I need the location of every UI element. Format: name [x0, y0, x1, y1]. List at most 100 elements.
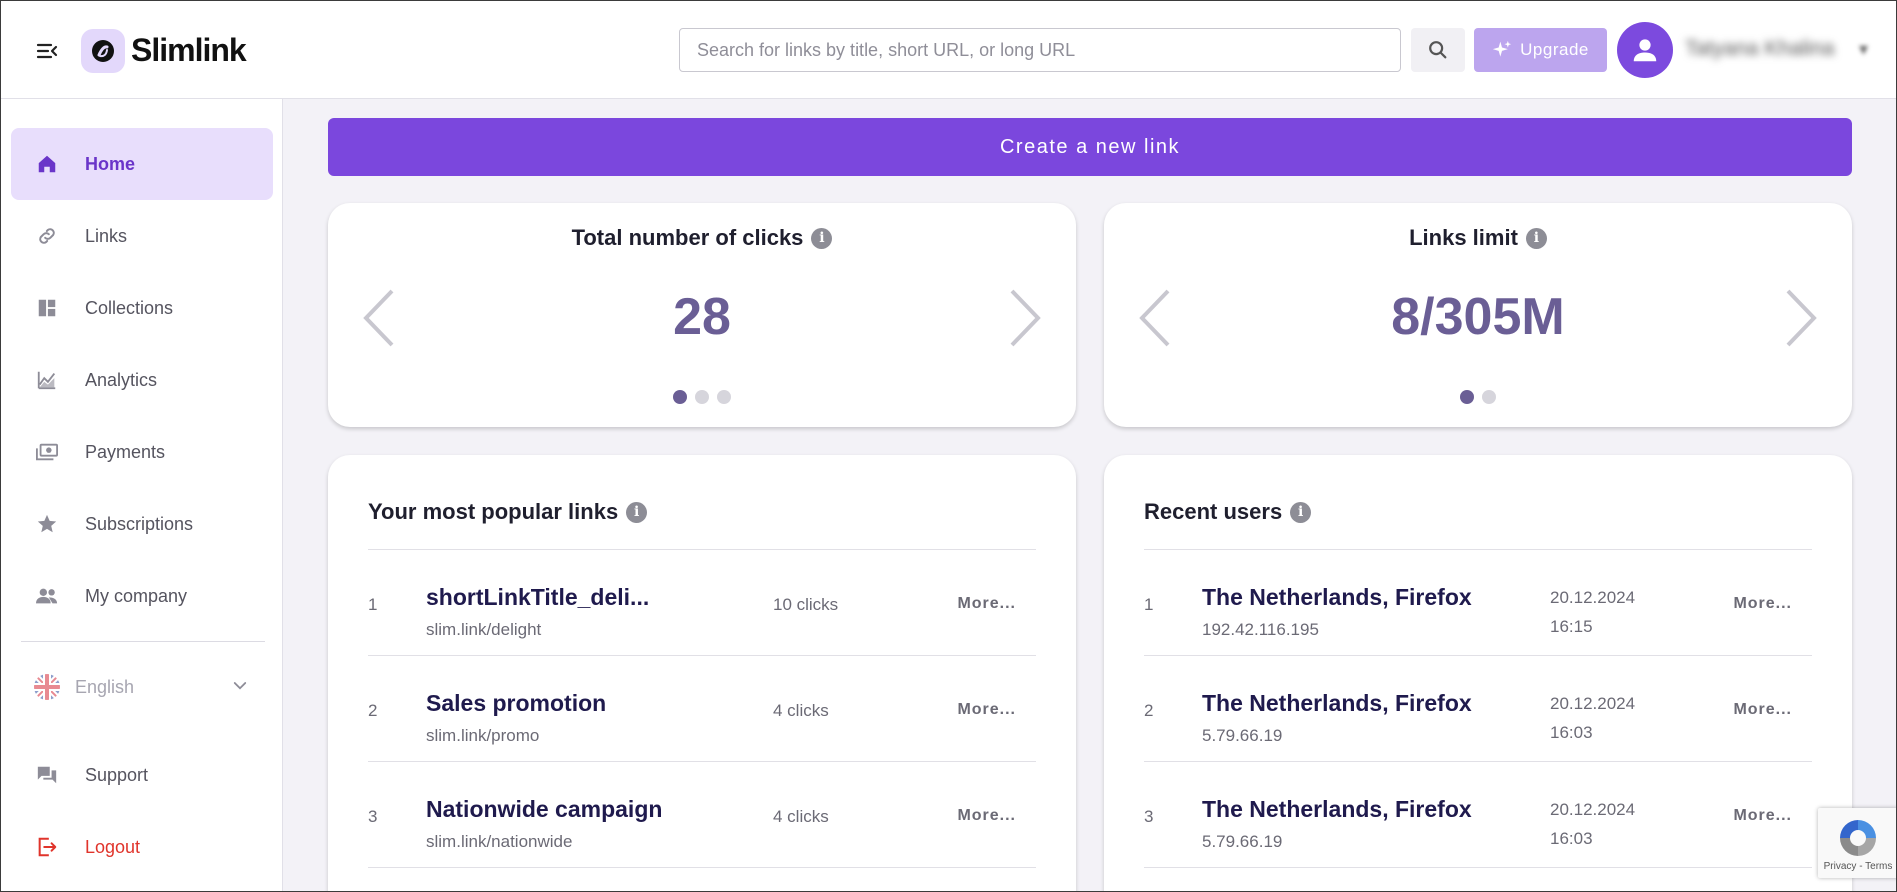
- sidebar-item-links[interactable]: Links: [11, 200, 273, 272]
- visit-time: 16:15: [1550, 617, 1593, 636]
- rank: 2: [368, 701, 378, 720]
- language-select[interactable]: English: [33, 667, 249, 707]
- user-location: The Netherlands, Firefox: [1202, 690, 1472, 716]
- sidebar-item-home[interactable]: Home: [11, 128, 273, 200]
- stat-title: Total number of clicks i: [328, 225, 1076, 251]
- recaptcha-badge[interactable]: Privacy - Terms: [1818, 808, 1896, 878]
- sidebar-item-label: Collections: [85, 297, 174, 318]
- stat-title-text: Total number of clicks: [571, 225, 804, 250]
- visit-time: 16:03: [1550, 829, 1593, 848]
- sidebar-item-label: Logout: [85, 836, 141, 857]
- visit-datetime: 20.12.2024 16:03: [1550, 689, 1635, 747]
- short-url[interactable]: slim.link/nationwide: [426, 832, 573, 851]
- logo-text[interactable]: Slimlink: [131, 32, 247, 68]
- user-name[interactable]: Tatyana Khalina: [1685, 37, 1835, 60]
- visit-time: 16:03: [1550, 723, 1593, 742]
- sidebar-item-support[interactable]: Support: [11, 739, 273, 811]
- sidebar: Home Links Collections Analytics Payment…: [1, 99, 283, 891]
- more-link[interactable]: More...: [957, 807, 1016, 824]
- rank: 3: [368, 807, 378, 826]
- sidebar-item-label: Home: [85, 153, 136, 174]
- sidebar-item-label: Payments: [85, 441, 166, 462]
- more-link[interactable]: More...: [1733, 701, 1792, 718]
- click-count: 4 clicks: [773, 807, 829, 826]
- info-icon[interactable]: i: [626, 501, 648, 523]
- menu-collapse-icon[interactable]: [35, 39, 59, 63]
- uk-flag-icon: [34, 674, 60, 700]
- carousel-dot[interactable]: [673, 390, 687, 404]
- sidebar-item-logout[interactable]: Logout: [11, 811, 273, 883]
- recent-users-card: Recent users i 1 The Netherlands, Firefo…: [1104, 455, 1852, 891]
- more-link[interactable]: More...: [1733, 595, 1792, 612]
- carousel-dot[interactable]: [1482, 390, 1496, 404]
- info-icon[interactable]: i: [811, 227, 833, 249]
- popular-links-card: Your most popular links i 1 shortLinkTit…: [328, 455, 1076, 891]
- ip-address: 192.42.116.195: [1202, 620, 1319, 639]
- sidebar-item-label: Support: [85, 764, 149, 785]
- card-title: Recent users i: [1144, 499, 1312, 525]
- ip-address: 5.79.66.19: [1202, 832, 1283, 851]
- link-title[interactable]: Nationwide campaign: [426, 796, 663, 822]
- stat-value: 28: [673, 288, 731, 346]
- more-link[interactable]: More...: [957, 595, 1016, 612]
- list-item[interactable]: 3 The Netherlands, Firefox 5.79.66.19 20…: [1144, 762, 1812, 868]
- sidebar-item-label: Analytics: [85, 369, 158, 390]
- list-item[interactable]: 1 The Netherlands, Firefox 192.42.116.19…: [1144, 550, 1812, 656]
- card-title: Your most popular links i: [368, 499, 648, 525]
- short-url[interactable]: slim.link/promo: [426, 726, 540, 745]
- top-header: Slimlink Upgrade Tatyana Khalina ▾: [1, 1, 1896, 99]
- recaptcha-links[interactable]: Privacy - Terms: [1823, 861, 1893, 872]
- more-link[interactable]: More...: [1733, 807, 1792, 824]
- visit-date: 20.12.2024: [1550, 694, 1636, 713]
- chevron-down-icon[interactable]: ▾: [1859, 39, 1869, 59]
- carousel-dot[interactable]: [717, 390, 731, 404]
- star-icon: [35, 512, 59, 536]
- info-icon[interactable]: i: [1290, 501, 1312, 523]
- list-item[interactable]: 1 shortLinkTitle_deli... slim.link/delig…: [368, 550, 1036, 656]
- logo-mark-icon[interactable]: [81, 29, 125, 73]
- avatar[interactable]: [1617, 22, 1673, 78]
- home-icon: [35, 152, 59, 176]
- chevron-right-icon[interactable]: [1006, 283, 1046, 353]
- carousel-dot[interactable]: [1460, 390, 1474, 404]
- short-url[interactable]: slim.link/delight: [426, 620, 542, 639]
- stat-title-text: Links limit: [1409, 225, 1518, 250]
- carousel-dot[interactable]: [695, 390, 709, 404]
- user-icon: [1633, 39, 1657, 62]
- search-button[interactable]: [1411, 28, 1465, 72]
- chevron-left-icon[interactable]: [1134, 283, 1174, 353]
- link-title[interactable]: Sales promotion: [426, 690, 607, 716]
- card-title-text: Your most popular links: [368, 499, 619, 524]
- search-input[interactable]: [679, 28, 1401, 72]
- chevron-left-icon[interactable]: [358, 283, 398, 353]
- rank: 1: [1144, 595, 1154, 614]
- carousel-dots: [1104, 390, 1852, 404]
- language-label: English: [75, 676, 135, 697]
- link-title[interactable]: shortLinkTitle_deli...: [426, 584, 650, 610]
- total-clicks-card: Total number of clicks i 28: [328, 203, 1076, 427]
- rank: 1: [368, 595, 378, 614]
- user-location: The Netherlands, Firefox: [1202, 796, 1472, 822]
- stat-title: Links limit i: [1104, 225, 1852, 251]
- recaptcha-icon: [1840, 820, 1876, 856]
- upgrade-button[interactable]: Upgrade: [1474, 28, 1607, 72]
- sidebar-item-my-company[interactable]: My company: [11, 560, 273, 632]
- more-link[interactable]: More...: [957, 701, 1016, 718]
- user-location: The Netherlands, Firefox: [1202, 584, 1472, 610]
- sidebar-item-analytics[interactable]: Analytics: [11, 344, 273, 416]
- sidebar-item-collections[interactable]: Collections: [11, 272, 273, 344]
- search-icon: [1429, 41, 1447, 59]
- create-link-button[interactable]: Create a new link: [328, 118, 1852, 176]
- list-item[interactable]: 3 Nationwide campaign slim.link/nationwi…: [368, 762, 1036, 868]
- divider: [368, 549, 1036, 550]
- chevron-right-icon[interactable]: [1782, 283, 1822, 353]
- list-item[interactable]: 2 Sales promotion slim.link/promo 4 clic…: [368, 656, 1036, 762]
- sparkle-icon: [1492, 40, 1512, 57]
- sidebar-item-payments[interactable]: Payments: [11, 416, 273, 488]
- logout-icon: [35, 835, 59, 859]
- list-item[interactable]: 2 The Netherlands, Firefox 5.79.66.19 20…: [1144, 656, 1812, 762]
- info-icon[interactable]: i: [1525, 227, 1547, 249]
- sidebar-item-subscriptions[interactable]: Subscriptions: [11, 488, 273, 560]
- visit-datetime: 20.12.2024 16:15: [1550, 583, 1635, 641]
